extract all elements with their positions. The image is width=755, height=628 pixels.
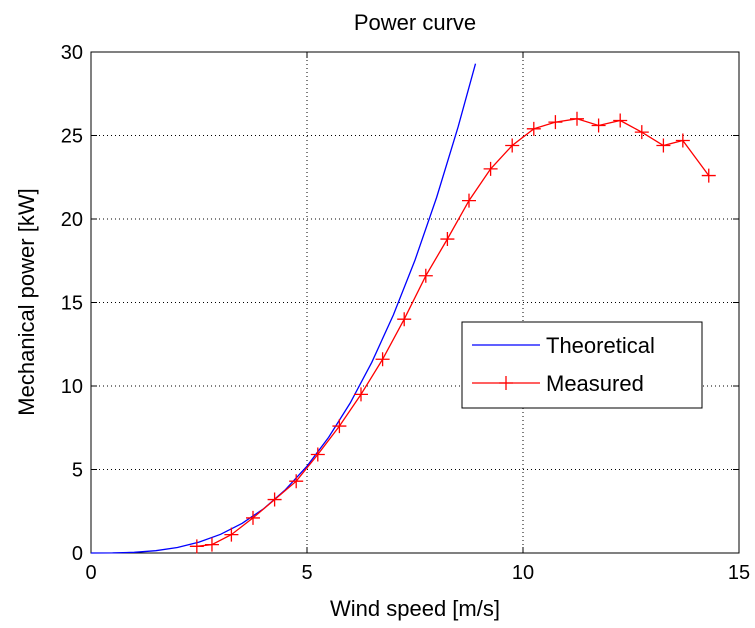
y-tick-labels: 0 5 10 15 20 25 30 xyxy=(61,42,83,565)
series-layer xyxy=(90,63,716,554)
data-point-measured xyxy=(267,492,282,507)
series-measured xyxy=(189,111,716,554)
x-tick-label: 15 xyxy=(728,562,750,584)
data-point-measured xyxy=(354,387,368,402)
data-point-measured xyxy=(189,539,204,554)
data-point-measured xyxy=(332,419,347,434)
data-point-measured xyxy=(310,447,325,462)
y-tick-label: 25 xyxy=(61,126,83,148)
axis-ticks xyxy=(90,51,740,554)
data-point-measured xyxy=(505,138,520,153)
data-point-measured xyxy=(634,125,649,140)
data-point-measured xyxy=(246,510,260,525)
data-point-measured xyxy=(397,312,412,327)
legend-theoretical-label: Theoretical xyxy=(546,333,655,358)
data-point-measured xyxy=(591,118,606,133)
x-axis-label: Wind speed [m/s] xyxy=(330,596,500,621)
data-point-measured xyxy=(418,268,433,283)
chart-title: Power curve xyxy=(354,10,476,35)
legend-measured-marker xyxy=(499,376,513,390)
y-tick-label: 0 xyxy=(72,543,83,565)
data-point-measured xyxy=(440,232,455,247)
data-point-measured xyxy=(224,527,239,542)
data-point-measured xyxy=(462,193,476,208)
y-tick-label: 15 xyxy=(61,293,83,315)
data-point-measured xyxy=(613,113,628,128)
x-tick-label: 0 xyxy=(85,562,96,584)
y-tick-label: 20 xyxy=(61,209,83,231)
data-point-measured xyxy=(548,115,563,130)
y-tick-label: 30 xyxy=(61,42,83,64)
data-point-measured xyxy=(701,168,716,183)
chart-legend: Theoretical Measured xyxy=(461,321,703,409)
y-tick-label: 5 xyxy=(72,460,83,482)
data-point-measured xyxy=(289,474,304,489)
data-point-measured xyxy=(375,352,390,367)
data-point-measured xyxy=(204,537,219,552)
data-point-measured xyxy=(483,161,498,176)
legend-measured-label: Measured xyxy=(546,371,644,396)
data-point-measured xyxy=(675,133,690,148)
legend-box xyxy=(461,321,703,409)
data-point-measured xyxy=(570,111,584,126)
x-tick-label: 5 xyxy=(301,562,312,584)
y-axis-label: Mechanical power [kW] xyxy=(14,188,39,415)
y-tick-label: 10 xyxy=(61,376,83,398)
data-point-measured xyxy=(656,138,671,153)
x-tick-label: 10 xyxy=(512,562,534,584)
data-point-measured xyxy=(526,121,541,136)
x-tick-labels: 0 5 10 15 xyxy=(85,562,750,584)
